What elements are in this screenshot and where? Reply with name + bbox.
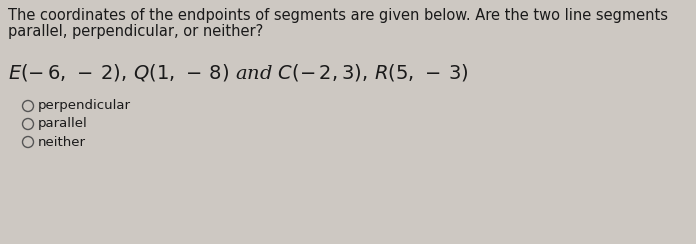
- Text: perpendicular: perpendicular: [38, 100, 131, 112]
- Text: parallel, perpendicular, or neither?: parallel, perpendicular, or neither?: [8, 24, 263, 39]
- Text: parallel: parallel: [38, 118, 87, 131]
- Text: The coordinates of the endpoints of segments are given below. Are the two line s: The coordinates of the endpoints of segm…: [8, 8, 668, 23]
- Text: neither: neither: [38, 135, 86, 149]
- Text: $E(-\,6,\,-\,2),\,Q(1,\,-\,8)$ and $C(-\,2,3),\,R(5,\,-\,3)$: $E(-\,6,\,-\,2),\,Q(1,\,-\,8)$ and $C(-\…: [8, 62, 468, 83]
